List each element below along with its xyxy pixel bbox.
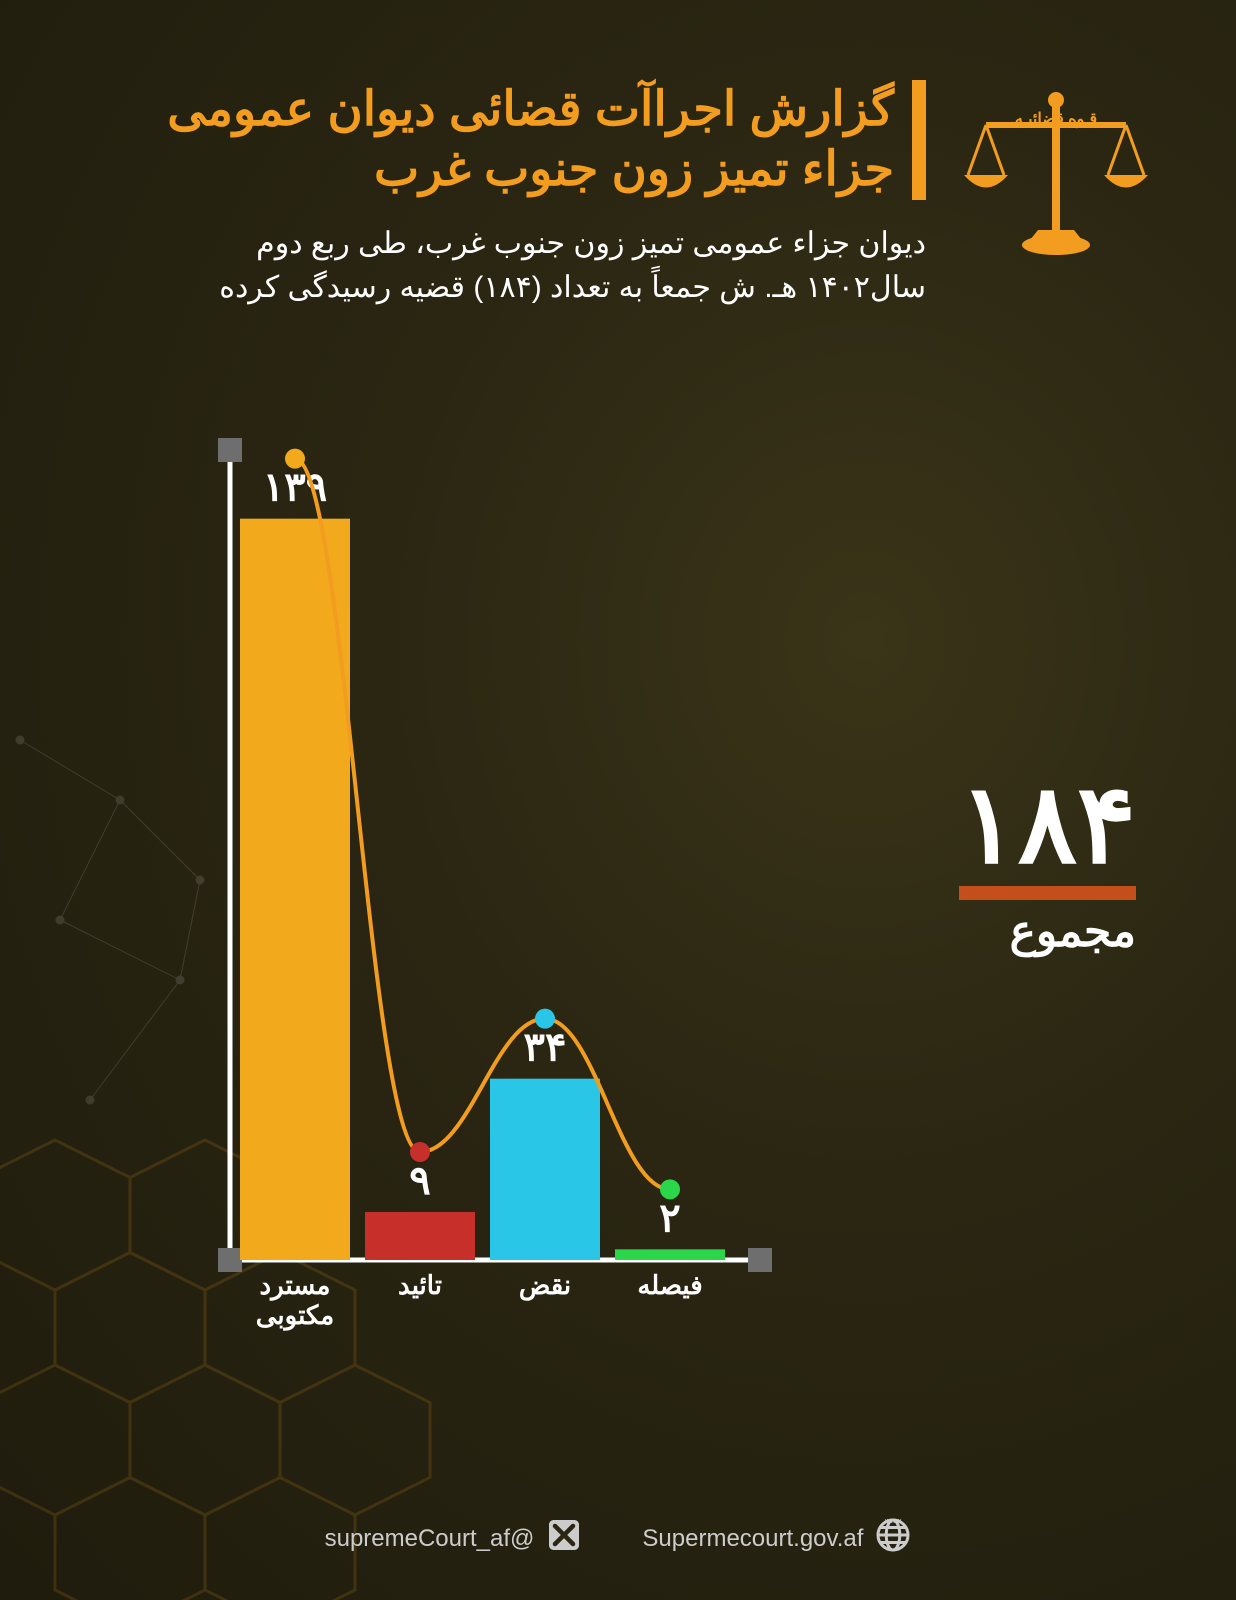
bar-value: ۹ [409,1159,430,1203]
subtitle: دیوان جزاء عمومی تمیز زون جنوب غرب، طی ر… [80,222,926,309]
footer: www Supermecourt.gov.af @supremeCourt_af [0,1517,1236,1560]
bar [365,1212,475,1260]
total-label: مجموع [959,906,1136,957]
category-label-2: مکتوبی [256,1300,334,1331]
bar [490,1079,600,1260]
total-rule [959,886,1136,900]
page-title: گزارش اجراآت قضائی دیوان عمومی جزاء تمیز… [167,80,894,200]
globe-icon: www [875,1517,911,1560]
subtitle-line-2: سال۱۴۰۲ هـ. ش جمعاً به تعداد (۱۸۴) قضیه … [219,271,926,304]
category-label: مسترد [260,1270,331,1301]
trend-dot [285,449,305,469]
total-box: ۱۸۴ مجموع [959,770,1136,957]
category-label: فیصله [637,1270,702,1300]
title-line-2: جزاء تمیز زون جنوب غرب [374,143,894,196]
bar [615,1249,725,1260]
chart-svg: ۱۳۹مستردمکتوبی۹تائید۳۴نقض۲فیصله [200,430,760,1350]
bar-value: ۳۴ [524,1026,567,1070]
footer-website: www Supermecourt.gov.af [642,1517,911,1560]
category-label: تائید [398,1270,442,1300]
subtitle-line-1: دیوان جزاء عمومی تمیز زون جنوب غرب، طی ر… [256,227,926,260]
bar [240,519,350,1260]
handle-text: @supremeCourt_af [325,1525,535,1553]
category-label: نقض [519,1270,571,1301]
bar-chart: ۱۳۹مستردمکتوبی۹تائید۳۴نقض۲فیصله [200,430,760,1350]
trend-dot [410,1142,430,1162]
logo-text: قـوه قضائیـه [1015,111,1097,129]
scales-logo: قـوه قضائیـه [956,80,1156,280]
website-text: Supermecourt.gov.af [642,1525,863,1553]
header: قـوه قضائیـه گزارش اجراآت قضائی دیوان عم… [80,80,1156,309]
title-block: گزارش اجراآت قضائی دیوان عمومی جزاء تمیز… [80,80,926,309]
x-icon [546,1517,582,1560]
footer-handle: @supremeCourt_af [325,1517,583,1560]
svg-text:www: www [884,1517,902,1525]
bar-value: ۲ [659,1196,680,1240]
trend-line [295,459,670,1190]
trend-dot [660,1179,680,1199]
title-accent-bar [912,80,926,200]
trend-dot [535,1009,555,1029]
total-value: ۱۸۴ [959,770,1136,880]
title-line-1: گزارش اجراآت قضائی دیوان عمومی [167,83,894,136]
